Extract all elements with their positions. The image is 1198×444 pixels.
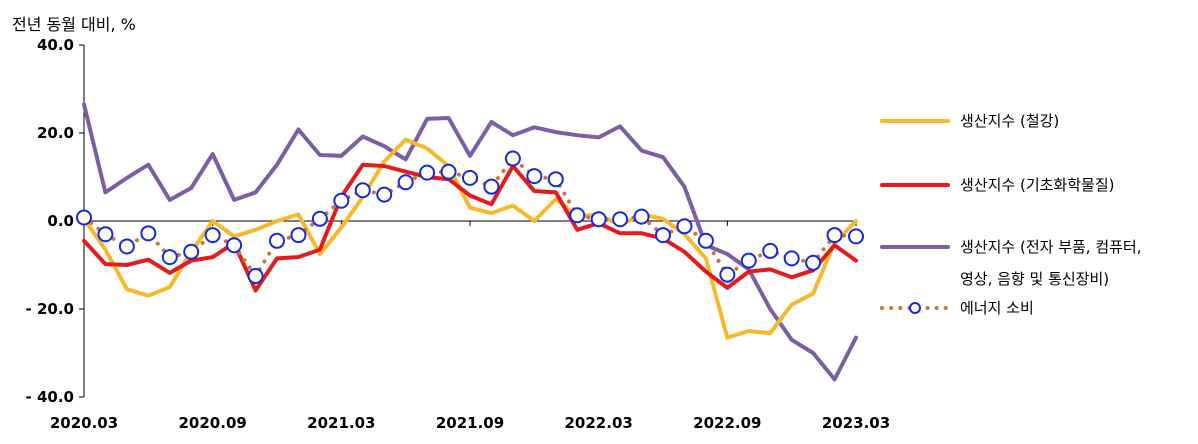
series-marker xyxy=(97,226,114,243)
y-axis-ticks: 40.0 20.0 0.0 - 20.0 - 40.0 xyxy=(26,36,84,406)
legend: 생산지수 (철강) 생산지수 (기초화학물질) 생산지수 (전자 부품, 컴퓨터, 영… xyxy=(880,112,1142,317)
series-marker xyxy=(333,192,350,209)
x-tick-label: 2022.09 xyxy=(693,414,761,432)
series-marker xyxy=(226,237,243,254)
legend-label: 생산지수 (철강) xyxy=(960,112,1059,130)
x-tick-label: 2021.03 xyxy=(307,414,375,432)
series-marker xyxy=(269,232,285,249)
y-tick-label: 20.0 xyxy=(37,124,74,142)
series-marker xyxy=(719,266,736,283)
legend-label: 생산지수 (기초화학물질) xyxy=(960,176,1114,194)
x-tick-label: 2020.09 xyxy=(179,414,247,432)
series-marker xyxy=(140,225,157,242)
y-tick-label: 0.0 xyxy=(47,212,74,230)
series-marker xyxy=(697,232,714,249)
x-tick-label: 2022.03 xyxy=(565,414,633,432)
series-marker xyxy=(419,164,436,181)
series-line xyxy=(82,162,858,293)
series-marker xyxy=(848,228,864,245)
series-marker xyxy=(569,207,586,224)
series-line xyxy=(82,102,858,382)
legend-marker xyxy=(909,302,921,314)
series-marker xyxy=(376,186,393,203)
x-tick-label: 2023.03 xyxy=(822,414,890,432)
series-marker xyxy=(740,252,757,269)
series-marker xyxy=(118,238,135,255)
x-tick-label: 2021.09 xyxy=(436,414,504,432)
series-marker xyxy=(183,243,200,260)
series-marker xyxy=(676,218,693,235)
series-marker xyxy=(483,178,500,195)
y-axis-unit-label: 전년 동월 대비, % xyxy=(12,15,136,34)
x-axis-ticks: 2020.03 2020.09 2021.03 2021.09 2022.03 2022.… xyxy=(50,221,890,432)
series-marker xyxy=(547,171,564,188)
legend-label: 에너지 소비 xyxy=(960,299,1034,317)
series-marker xyxy=(633,208,650,225)
x-tick-label: 2020.03 xyxy=(50,414,118,432)
legend-label: 생산지수 (전자 부품, 컴퓨터, xyxy=(960,238,1142,256)
series-marker xyxy=(590,211,607,228)
series-marker xyxy=(247,268,264,284)
series-marker xyxy=(526,168,543,185)
series-marker xyxy=(783,250,800,267)
series-marker xyxy=(612,211,629,228)
series-marker xyxy=(655,227,671,244)
series-marker xyxy=(161,249,178,266)
series-layer xyxy=(76,102,864,382)
series-marker xyxy=(354,182,371,199)
y-tick-label: 40.0 xyxy=(37,36,74,54)
series-marker xyxy=(290,227,307,244)
y-tick-label: - 20.0 xyxy=(26,300,74,318)
series-marker xyxy=(462,169,478,186)
series-marker xyxy=(762,242,779,259)
legend-label: 영상, 음향 및 통신장비) xyxy=(960,270,1109,288)
series-marker xyxy=(504,150,521,167)
series-line xyxy=(82,137,858,340)
series-marker xyxy=(826,227,843,244)
series-marker xyxy=(204,227,221,244)
series-marker xyxy=(311,210,328,227)
series-marker xyxy=(397,174,414,191)
series-marker xyxy=(805,254,822,271)
y-tick-label: - 40.0 xyxy=(26,388,74,406)
series-marker xyxy=(76,209,92,226)
series-marker xyxy=(440,163,457,180)
